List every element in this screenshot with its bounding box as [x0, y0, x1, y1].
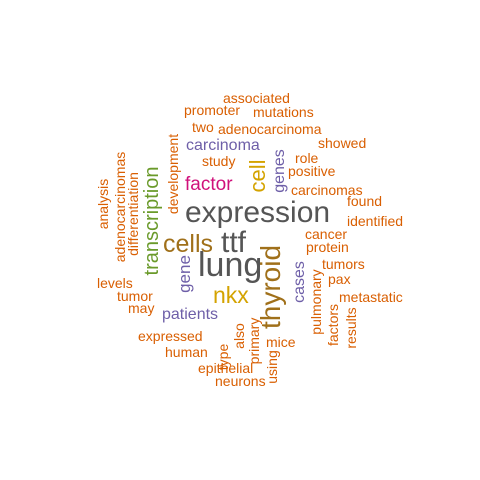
word-study: study — [202, 153, 235, 169]
word-expression: expression — [185, 196, 330, 229]
word-cells: cells — [163, 230, 213, 258]
word-may: may — [128, 300, 154, 316]
word-epithelial: epithelial — [198, 360, 253, 376]
word-factor: factor — [185, 174, 233, 195]
word-differentiation: differentiation — [125, 172, 141, 256]
word-using: using — [264, 350, 280, 383]
word-levels: levels — [97, 275, 133, 291]
word-mutations: mutations — [253, 104, 314, 120]
word-patients: patients — [162, 306, 218, 323]
word-role: role — [295, 150, 319, 166]
word-thyroid: thyroid — [255, 245, 286, 329]
word-identified: identified — [347, 213, 403, 229]
word-positive: positive — [288, 163, 336, 179]
word-cancer: cancer — [305, 226, 347, 242]
word-primary: primary — [246, 318, 262, 365]
word-carcinomas: carcinomas — [291, 182, 363, 198]
word-also: also — [231, 323, 247, 349]
word-carcinoma: carcinoma — [186, 137, 260, 154]
word-cell: cell — [245, 159, 270, 192]
word-genes: genes — [271, 149, 288, 193]
word-human: human — [165, 344, 208, 360]
word-nkx: nkx — [213, 282, 249, 308]
word-expressed: expressed — [138, 328, 203, 344]
word-adenocarcinoma: adenocarcinoma — [218, 121, 322, 137]
word-mice: mice — [266, 334, 296, 350]
word-adenocarcinomas: adenocarcinomas — [112, 152, 128, 263]
word-ttf: ttf — [221, 226, 247, 259]
word-two: two — [192, 119, 214, 135]
word-associated: associated — [223, 90, 290, 106]
word-lung: lung — [198, 246, 262, 284]
word-analysis: analysis — [95, 179, 111, 230]
word-neurons: neurons — [215, 373, 266, 389]
word-metastatic: metastatic — [339, 289, 403, 305]
word-results: results — [343, 307, 359, 348]
word-pax: pax — [328, 271, 351, 287]
word-gene: gene — [175, 255, 194, 293]
word-pulmonary: pulmonary — [308, 269, 324, 334]
word-promoter: promoter — [184, 102, 240, 118]
word-tumors: tumors — [322, 256, 365, 272]
word-protein: protein — [306, 239, 349, 255]
word-showed: showed — [318, 135, 366, 151]
word-transcription: transcription — [141, 167, 163, 276]
word-type: type — [215, 344, 231, 371]
word-factors: factors — [325, 304, 341, 346]
word-found: found — [347, 193, 382, 209]
word-tumor: tumor — [117, 288, 153, 304]
word-cases: cases — [291, 261, 308, 303]
word-development: development — [165, 134, 181, 214]
